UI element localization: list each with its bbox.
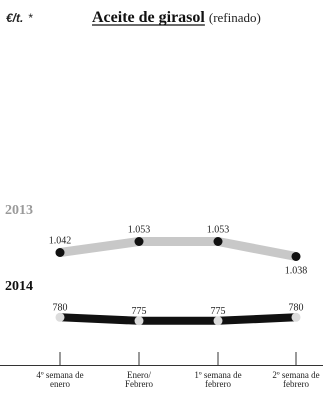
series-line-2014: [56, 313, 300, 325]
x-tick-label: febrero: [205, 379, 231, 389]
x-tick-label: 4º semana de: [36, 370, 83, 380]
data-point: [291, 312, 301, 322]
series-2014: 2014 780 775 775 780: [5, 279, 304, 326]
series-line-2013: [55, 237, 301, 261]
series-name-2013: 2013: [5, 203, 33, 218]
data-point: [55, 248, 65, 257]
x-tick-label: febrero: [283, 379, 309, 389]
chart-subtitle: (refinado): [209, 10, 261, 25]
chart-header: €/t. * Aceite de girasol (refinado): [6, 9, 261, 26]
data-point: [213, 237, 223, 246]
chart-title: Aceite de girasol: [92, 9, 205, 26]
unit-label: €/t. *: [6, 11, 33, 25]
data-point: [291, 252, 301, 261]
data-label: 775: [211, 306, 226, 317]
unit-marker: *: [28, 11, 33, 25]
chart-title-line: Aceite de girasol (refinado): [92, 9, 261, 26]
x-tick-label: enero: [50, 379, 70, 389]
x-tick-label: 1º semana de: [194, 370, 241, 380]
data-label: 1.038: [285, 266, 308, 277]
x-tick-label: 2º semana de: [272, 370, 319, 380]
data-label: 1.042: [49, 236, 72, 247]
data-label: 775: [132, 306, 147, 317]
data-point: [134, 316, 144, 326]
data-label: 1.053: [207, 225, 230, 236]
data-point: [213, 316, 223, 326]
series-2013: 2013 1.042 1.053 1.053 1.038: [5, 203, 307, 277]
series-layer: 2013 1.042 1.053 1.053 1.038 2014 780 775 775 780: [5, 203, 307, 326]
data-label: 780: [53, 302, 68, 313]
data-label: 1.053: [128, 225, 151, 236]
unit-text: €/t.: [6, 11, 23, 25]
data-point: [134, 237, 144, 246]
x-tick-label: Enero/: [127, 370, 151, 380]
series-name-2014: 2014: [5, 279, 33, 294]
data-point: [55, 312, 65, 322]
data-label: 780: [289, 302, 304, 313]
x-tick-label: Febrero: [125, 379, 153, 389]
